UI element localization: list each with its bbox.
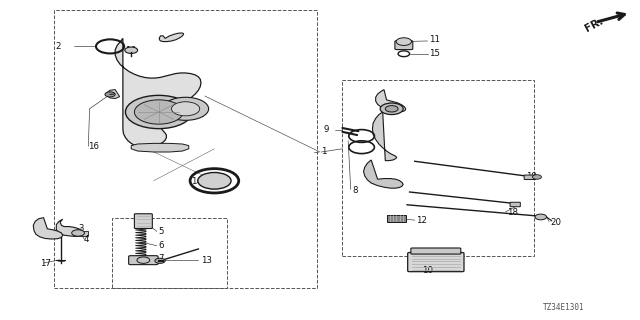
- Text: 16: 16: [88, 142, 99, 151]
- Circle shape: [155, 258, 165, 263]
- Text: 17: 17: [40, 260, 51, 268]
- Polygon shape: [131, 143, 189, 152]
- FancyBboxPatch shape: [395, 41, 413, 50]
- Polygon shape: [372, 112, 397, 161]
- Circle shape: [385, 106, 398, 112]
- Polygon shape: [376, 90, 406, 112]
- Text: 14: 14: [191, 177, 202, 186]
- Polygon shape: [33, 218, 63, 239]
- Text: 15: 15: [429, 49, 440, 58]
- FancyBboxPatch shape: [134, 214, 152, 228]
- Circle shape: [396, 38, 412, 45]
- Text: 9: 9: [323, 125, 328, 134]
- Text: 2: 2: [56, 42, 61, 51]
- Text: 18: 18: [507, 208, 518, 217]
- Circle shape: [532, 175, 541, 179]
- FancyBboxPatch shape: [411, 248, 461, 254]
- FancyBboxPatch shape: [510, 202, 520, 207]
- Text: 19: 19: [526, 172, 537, 181]
- Text: 11: 11: [429, 36, 440, 44]
- Circle shape: [172, 102, 200, 116]
- Circle shape: [198, 172, 231, 189]
- Circle shape: [134, 100, 183, 124]
- Text: 1: 1: [321, 148, 327, 156]
- Text: 4: 4: [83, 235, 89, 244]
- Text: 10: 10: [422, 266, 433, 275]
- Text: 8: 8: [352, 186, 358, 195]
- Text: 12: 12: [416, 216, 427, 225]
- Text: 5: 5: [159, 227, 164, 236]
- FancyBboxPatch shape: [387, 215, 406, 222]
- Circle shape: [535, 214, 547, 220]
- Polygon shape: [159, 33, 184, 42]
- Text: 6: 6: [159, 241, 164, 250]
- Polygon shape: [108, 90, 120, 99]
- FancyBboxPatch shape: [408, 252, 464, 272]
- Text: 20: 20: [550, 218, 561, 227]
- FancyBboxPatch shape: [73, 231, 88, 236]
- Circle shape: [105, 92, 115, 97]
- Text: 16: 16: [125, 46, 136, 55]
- Circle shape: [125, 47, 138, 53]
- Circle shape: [72, 230, 84, 236]
- Text: TZ34E1301: TZ34E1301: [542, 303, 584, 312]
- Circle shape: [380, 103, 403, 115]
- Text: 7: 7: [159, 254, 164, 263]
- Polygon shape: [56, 219, 83, 236]
- Text: 3: 3: [78, 224, 84, 233]
- FancyBboxPatch shape: [524, 175, 536, 180]
- Circle shape: [163, 97, 209, 120]
- Text: 13: 13: [201, 256, 212, 265]
- Polygon shape: [364, 160, 403, 188]
- Polygon shape: [115, 38, 201, 147]
- FancyBboxPatch shape: [129, 256, 158, 265]
- Circle shape: [125, 95, 192, 129]
- Text: FR.: FR.: [584, 15, 605, 33]
